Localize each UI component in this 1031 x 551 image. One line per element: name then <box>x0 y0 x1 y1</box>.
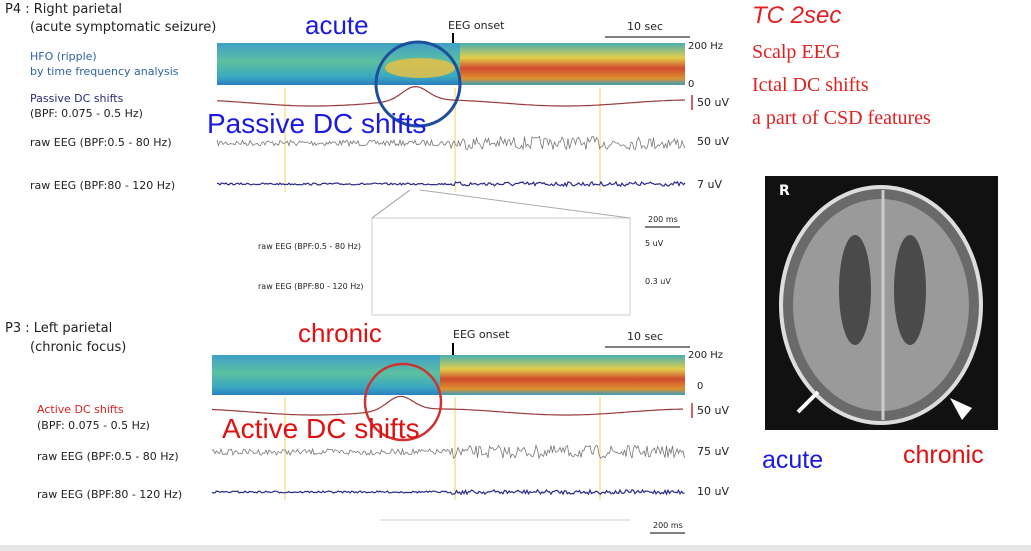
scale-label: 10 sec <box>627 20 664 33</box>
spectrogram-hot <box>460 43 685 85</box>
panel-title: P3 : Left parietal <box>5 321 113 336</box>
zoom-line <box>371 189 411 219</box>
label: raw EEG (BPF:0.5 - 80 Hz) <box>37 450 179 463</box>
scale-label: 10 uV <box>697 485 729 498</box>
label: (BPF: 0.075 - 0.5 Hz) <box>37 419 150 432</box>
footer-strip <box>0 545 1031 551</box>
circle <box>363 362 443 442</box>
callout: acute <box>305 10 369 40</box>
label: HFO (ripple) <box>30 50 97 63</box>
mri-ventricle <box>839 235 871 345</box>
note: a part of CSD features <box>752 107 931 129</box>
callout: chronic <box>298 318 382 348</box>
dc-trace <box>216 85 686 107</box>
scale-label: 50 uV <box>697 135 729 148</box>
scale-label: 200 ms <box>653 521 683 530</box>
mri-side: R <box>779 183 790 199</box>
eeg-trace <box>211 488 685 496</box>
scale-label: 50 uV <box>697 404 729 417</box>
label: raw EEG (BPF:0.5 - 80 Hz) <box>30 136 172 149</box>
circle <box>374 40 462 128</box>
spectrogram-hot <box>440 355 685 395</box>
panel-title: P4 : Right parietal <box>5 2 122 17</box>
eeg-trace <box>216 135 686 151</box>
scale-label: 5 uV <box>645 239 664 248</box>
label: raw EEG (BPF:80 - 120 Hz) <box>258 282 364 291</box>
scale-label: 0 <box>697 381 704 392</box>
spectrogram-burst <box>385 58 455 78</box>
scale-label: 75 uV <box>697 445 729 458</box>
panel-subtitle: (chronic focus) <box>30 340 127 355</box>
notes-title: TC 2sec <box>752 2 842 29</box>
label: raw EEG (BPF:80 - 120 Hz) <box>37 488 183 501</box>
scale-label: 0 <box>688 79 695 90</box>
scale-label: 200 Hz <box>688 350 724 361</box>
scale-label: 200 ms <box>648 215 678 224</box>
eeg-trace <box>211 443 685 460</box>
onset-label: EEG onset <box>448 19 505 32</box>
note: Ictal DC shifts <box>752 74 869 96</box>
mri-ventricle <box>894 235 926 345</box>
scale-label: 200 Hz <box>688 41 724 52</box>
label: raw EEG (BPF:0.5 - 80 Hz) <box>258 242 361 251</box>
scale-label: 0.3 uV <box>645 277 671 286</box>
eeg-trace <box>216 180 686 188</box>
arrow <box>950 398 972 420</box>
dc-trace <box>211 395 683 416</box>
scale-label: 7 uV <box>697 178 722 191</box>
scale-label: 10 sec <box>627 330 664 343</box>
onset-label: EEG onset <box>453 328 510 341</box>
mri-label: chronic <box>903 441 984 469</box>
scale-label: 50 uV <box>697 96 729 109</box>
overlay: Passive DC shifts <box>207 108 427 139</box>
overlay: Active DC shifts <box>222 413 420 444</box>
label: raw EEG (BPF:80 - 120 Hz) <box>30 179 176 192</box>
label: (BPF: 0.075 - 0.5 Hz) <box>30 107 143 120</box>
zoom-line <box>419 189 631 219</box>
panel-subtitle: (acute symptomatic seizure) <box>30 20 217 35</box>
mri-brain <box>793 199 969 411</box>
arrow <box>796 390 820 414</box>
label: Passive DC shifts <box>30 92 124 105</box>
mri-label: acute <box>762 446 824 474</box>
label: Active DC shifts <box>37 403 124 416</box>
zoom-box <box>371 217 631 316</box>
label: by time frequency analysis <box>30 65 179 78</box>
note: Scalp EEG <box>752 41 841 63</box>
